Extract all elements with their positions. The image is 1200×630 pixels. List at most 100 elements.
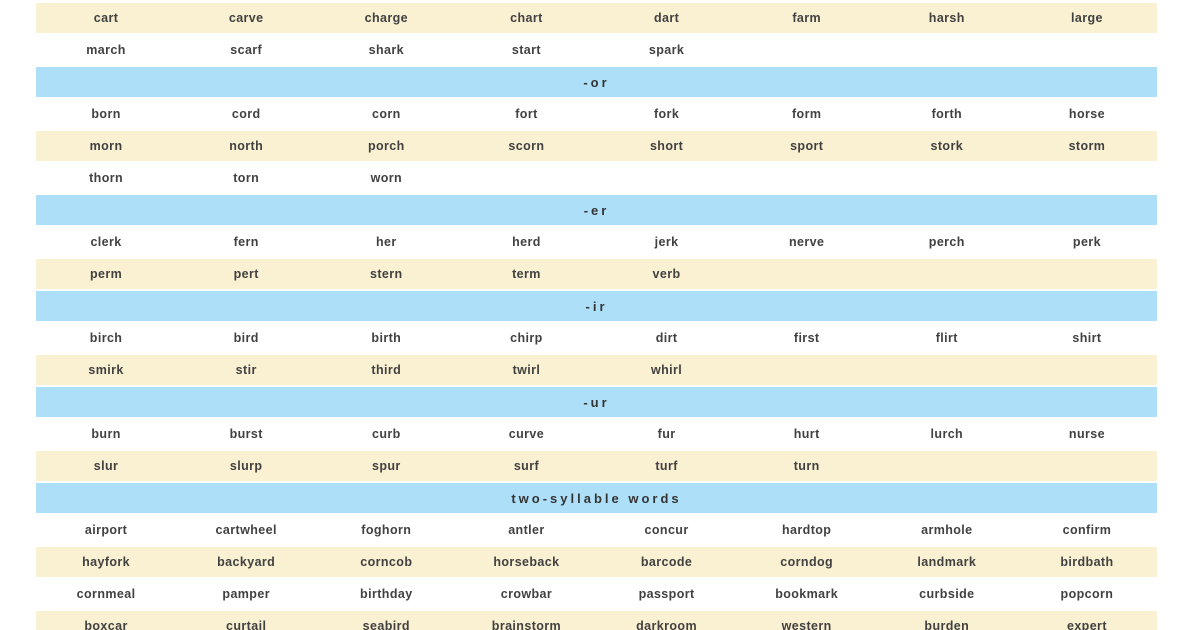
word-cell: airport [84,523,128,537]
word-cell: clerk [90,235,122,249]
word-row: cornmeal pamper birthday crowbar passport boo… [36,579,1157,609]
word-cell: popcorn [1060,587,1114,601]
word-cell: slur [93,459,119,473]
section-header-row: -ir [36,291,1157,321]
word-cell: turf [655,459,678,473]
word-row: born cord corn fort fork form forth horse [36,99,1157,129]
word-cell: perk [1072,235,1101,249]
word-cell: scorn [508,139,545,153]
word-row: airport cartwheel foghorn antler concur hardt… [36,515,1157,545]
word-cell: perm [89,267,123,281]
section-header-label: -ur [583,394,610,410]
word-cell: her [375,235,397,249]
word-cell: hurt [793,427,820,441]
word-cell: shirt [1072,331,1102,345]
word-cell: birdbath [1060,555,1114,569]
word-cell: armhole [921,523,973,537]
word-cell: western [781,619,832,630]
word-cell: term [512,267,541,281]
word-cell: foghorn [361,523,412,537]
word-cell: shark [368,43,404,57]
word-cell: stork [930,139,964,153]
word-row: cart carve charge chart dart farm harsh large [36,3,1157,33]
section-header-label: two-syllable words [511,490,682,506]
word-row: morn north porch scorn short sport stork storm [36,131,1157,161]
word-cell: birthday [360,587,413,601]
word-cell: nerve [789,235,825,249]
word-cell: third [371,363,402,377]
word-row: perm pert stern term verb [36,259,1157,289]
word-cell: dirt [655,331,678,345]
word-cell: curtail [226,619,267,630]
word-cell: pamper [222,587,270,601]
word-cell: burden [924,619,970,630]
word-cell: crowbar [500,587,553,601]
word-cell: herd [512,235,541,249]
word-cell: dart [653,11,680,25]
word-cell: stern [370,267,403,281]
section-header-row: -er [36,195,1157,225]
word-cell: porch [367,139,405,153]
word-cell: surf [513,459,540,473]
section-header-label: -er [583,202,610,218]
word-cell: fort [515,107,538,121]
word-cell: cart [93,11,119,25]
word-cell: darkroom [636,619,697,630]
word-cell: bird [233,331,259,345]
word-row: smirk stir third twirl whirl [36,355,1157,385]
word-cell: chart [510,11,543,25]
word-cell: pert [233,267,259,281]
word-cell: horse [1068,107,1105,121]
section-header-row: two-syllable words [36,483,1157,513]
word-cell: twirl [512,363,541,377]
word-cell: spur [371,459,401,473]
word-cell: passport [638,587,695,601]
word-cell: forth [931,107,963,121]
word-row: march scarf shark start spark [36,35,1157,65]
word-cell: first [793,331,820,345]
word-cell: backyard [217,555,276,569]
word-cell: thorn [89,171,124,185]
word-cell: sport [790,139,824,153]
word-cell: bookmark [775,587,839,601]
word-cell: large [1070,11,1103,25]
word-cell: charge [364,11,409,25]
word-cell: brainstorm [491,619,562,630]
word-cell: lurch [930,427,964,441]
word-cell: start [511,43,541,57]
word-cell: cartwheel [215,523,277,537]
word-cell: verb [652,267,681,281]
word-cell: horseback [493,555,560,569]
section-header-label: -ir [585,298,608,314]
word-table: cart carve charge chart dart farm harsh large ma… [36,3,1157,630]
word-row: clerk fern her herd jerk nerve perch perk [36,227,1157,257]
word-cell: curbside [919,587,975,601]
word-cell: boxcar [84,619,128,630]
word-cell: corndog [780,555,834,569]
section-header-row: -or [36,67,1157,97]
word-cell: born [91,107,121,121]
word-cell: hardtop [782,523,832,537]
word-row: birch bird birth chirp dirt first flirt shirt [36,323,1157,353]
word-cell: fork [653,107,680,121]
word-row: slur slurp spur surf turf turn [36,451,1157,481]
word-cell: cord [231,107,261,121]
word-cell: landmark [917,555,977,569]
word-cell: spark [648,43,685,57]
word-cell: turn [793,459,820,473]
word-cell: form [791,107,822,121]
word-cell: expert [1066,619,1107,630]
word-cell: burst [229,427,263,441]
word-cell: flirt [935,331,958,345]
word-cell: chirp [510,331,543,345]
word-cell: north [229,139,264,153]
word-cell: jerk [654,235,679,249]
word-cell: harsh [928,11,965,25]
word-cell: corn [371,107,401,121]
word-cell: curb [371,427,401,441]
word-cell: birth [371,331,402,345]
word-cell: curve [508,427,545,441]
word-cell: worn [370,171,403,185]
word-cell: farm [792,11,822,25]
